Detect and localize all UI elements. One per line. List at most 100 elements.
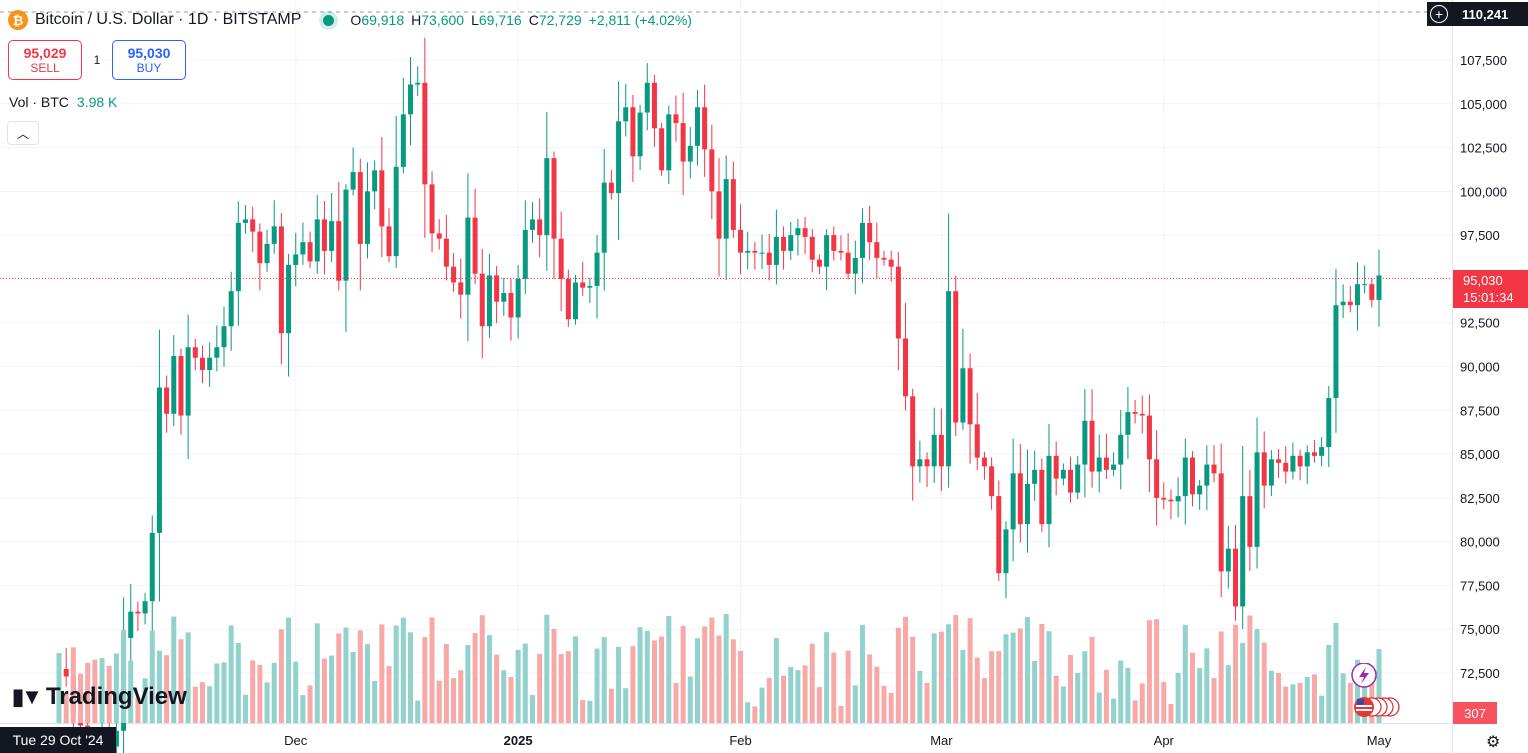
volume-bar <box>1340 673 1346 723</box>
volume-bar <box>752 706 758 723</box>
volume-bar <box>946 624 952 723</box>
volume-bar <box>931 633 937 723</box>
candle-body <box>400 114 406 167</box>
candle-body <box>1154 459 1160 498</box>
volume-bar <box>730 639 736 723</box>
volume-bar <box>486 635 492 723</box>
volume-bar <box>702 626 708 723</box>
candle-body <box>250 219 256 232</box>
order-quantity[interactable]: 1 <box>93 53 101 67</box>
collapse-legend-button[interactable]: ︿ <box>7 121 39 145</box>
volume-bar <box>400 617 406 723</box>
volume-bar <box>257 664 263 723</box>
volume-bar <box>1068 654 1074 723</box>
candle-body <box>881 257 887 260</box>
candle-body <box>436 233 442 239</box>
candle-body <box>709 149 715 192</box>
volume-bar <box>214 663 220 723</box>
candle-body <box>623 107 629 122</box>
volume-bar <box>551 628 557 723</box>
buy-button[interactable]: 95,030 BUY <box>112 40 186 80</box>
volume-bar <box>1146 620 1152 723</box>
candle-body <box>429 184 435 234</box>
volume-bar <box>651 640 657 723</box>
candle-body <box>1132 412 1138 414</box>
candle-body <box>637 112 643 157</box>
candle-body <box>544 158 550 236</box>
candle-body <box>1376 275 1382 300</box>
candle-body <box>372 170 378 192</box>
symbol-title[interactable]: Bitcoin / U.S. Dollar · 1D · BITSTAMP <box>35 11 302 28</box>
candle-body <box>415 82 421 85</box>
volume-bar <box>149 630 155 723</box>
sell-button[interactable]: 95,029 SELL <box>8 40 82 80</box>
volume-bar <box>745 702 751 723</box>
crosshair-price-value: 110,241 <box>1462 6 1509 22</box>
economic-events-markers[interactable] <box>1346 663 1402 723</box>
volume-bar <box>816 687 822 723</box>
candle-body <box>601 182 607 253</box>
candle-body <box>745 250 751 253</box>
trade-panel: 95,029 SELL 1 95,030 BUY <box>8 40 186 80</box>
time-tick-label: Dec <box>284 733 308 748</box>
plus-icon[interactable]: + <box>1430 5 1448 23</box>
candle-body <box>286 264 292 334</box>
market-open-status-icon <box>323 14 335 26</box>
candle-body <box>680 123 686 162</box>
volume-bar <box>1376 649 1382 723</box>
candle-body <box>580 282 586 288</box>
settings-gear-icon[interactable]: ⚙ <box>1486 734 1501 751</box>
volume-bar <box>501 670 507 723</box>
candle-body <box>458 282 464 295</box>
volume-bar <box>981 678 987 723</box>
candle-body <box>989 466 995 497</box>
candle-body <box>1125 412 1131 435</box>
volume-bar <box>1082 651 1088 723</box>
volume-bar <box>494 654 500 723</box>
volume-bar <box>465 645 471 723</box>
volume-bar <box>1276 673 1282 723</box>
candle-body <box>336 221 342 281</box>
candle-body <box>723 179 729 239</box>
candle-body <box>1333 305 1339 399</box>
volume-bar <box>529 694 535 723</box>
candle-body <box>357 172 363 244</box>
candle-body <box>178 355 184 416</box>
volume-bar <box>967 618 973 723</box>
candle-body <box>1168 499 1174 502</box>
volume-bar <box>1189 652 1195 723</box>
candle-body <box>716 191 722 239</box>
candle-body <box>1096 457 1102 472</box>
candle-body <box>278 226 284 334</box>
candle-body <box>1268 459 1274 486</box>
volume-bar <box>135 697 141 723</box>
candle-body <box>946 291 952 467</box>
crosshair-date-label: Tue 29 Oct '24 <box>0 727 116 753</box>
candle-body <box>1347 301 1353 306</box>
volume-bar <box>1032 660 1038 723</box>
candle-body <box>537 219 543 236</box>
volume-bar <box>895 627 901 723</box>
buy-label: BUY <box>136 60 162 75</box>
price-tick-label: 105,000 <box>1460 97 1507 112</box>
volume-bar <box>673 683 679 723</box>
candle-body <box>953 291 959 423</box>
volume-legend[interactable]: Vol · BTC 3.98 K <box>9 94 117 110</box>
candle-body <box>1075 464 1081 493</box>
volume-bar <box>881 685 887 723</box>
volume-bar <box>594 648 600 723</box>
candle-body <box>221 326 227 348</box>
candle-body <box>816 259 822 267</box>
candle-body <box>486 275 492 327</box>
price-tick-label: 75,000 <box>1460 622 1500 637</box>
volume-bar <box>960 649 966 723</box>
volume-bar <box>1261 642 1267 723</box>
volume-bar <box>1197 668 1203 723</box>
candle-body <box>831 235 837 251</box>
volume-bar <box>78 673 84 723</box>
volume-bar <box>192 686 198 723</box>
candle-body <box>1319 447 1325 456</box>
candle-body <box>766 252 772 265</box>
candle-body <box>1053 455 1059 479</box>
